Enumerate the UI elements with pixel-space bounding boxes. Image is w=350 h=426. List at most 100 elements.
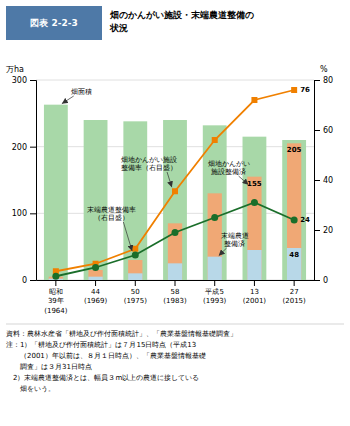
- tick-label: 昭和39年(1964): [44, 288, 68, 315]
- note: 2）末端農道整備済とは、幅員３m以上の農道に接している: [6, 374, 199, 382]
- axis-line: [30, 81, 37, 281]
- tick: 0: [314, 276, 328, 285]
- annotation: 畑地かんがい施設整備率（右目盛）: [121, 156, 177, 173]
- tick: 58(1983): [163, 280, 187, 305]
- tick-label: 60: [323, 126, 333, 135]
- annotation-arrow: [167, 172, 172, 187]
- tick-mark: [135, 280, 136, 286]
- tick-mark: [254, 280, 255, 286]
- tick-mark: [314, 230, 320, 231]
- tick: 300: [12, 76, 36, 85]
- tick: 60: [314, 126, 333, 135]
- tick: 44(1969): [84, 280, 108, 305]
- data-label: 24: [300, 216, 310, 224]
- tick-mark: [314, 180, 320, 181]
- tick-label: 40: [323, 176, 333, 185]
- bar: [247, 250, 261, 280]
- annotations: 畑面積畑地かんがい施設整備済末端農道整備済畑地かんがい施設整備率（右目盛）末端農…: [62, 88, 250, 256]
- header: 図表 2-2-3 畑のかんがい施設・末端農道整備の状況: [6, 6, 254, 40]
- grid: [36, 80, 314, 280]
- tick-mark: [314, 280, 320, 281]
- bar: [243, 137, 267, 280]
- bar: [88, 270, 102, 280]
- bar: [84, 120, 108, 280]
- tick-label: 0: [323, 276, 328, 285]
- chart-svg: 図表 2-2-3 畑のかんがい施設・末端農道整備の状況 0 100 200 300 0 20 4…: [0, 0, 350, 426]
- bar: [287, 248, 301, 280]
- note: 畑をいう。: [6, 385, 55, 393]
- title-tag-box: [6, 6, 102, 40]
- marker: [251, 199, 258, 206]
- tick: 0: [22, 276, 36, 285]
- marker: [211, 214, 218, 221]
- bar: [282, 140, 306, 280]
- annotation: 末端農道整備済: [221, 232, 249, 249]
- note: 資料：農林水産省「耕地及び作付面積統計」、「農業基盤情報基礎調査」: [6, 330, 237, 338]
- bar: [88, 277, 102, 280]
- tick-label: 50(1975): [124, 288, 148, 305]
- bar: [168, 263, 182, 280]
- tick-mark: [30, 213, 36, 214]
- tick-label: 20: [323, 226, 333, 235]
- y-axis: 0 100 200 300: [12, 76, 37, 285]
- tick-mark: [30, 280, 36, 281]
- tick: 20: [314, 226, 333, 235]
- tick: 平成5(1993): [203, 280, 227, 305]
- tick: 100: [12, 209, 36, 218]
- marker: [132, 252, 139, 259]
- bar: [208, 257, 222, 280]
- tick: 80: [314, 76, 333, 85]
- annotation-arrow: [219, 248, 227, 256]
- bar: [163, 120, 187, 280]
- grid-line: [36, 80, 314, 81]
- marker-series: [52, 199, 297, 280]
- line: [56, 203, 294, 277]
- annotation-arrow: [239, 176, 249, 185]
- annotation-arrow: [123, 222, 132, 251]
- bar: [168, 223, 182, 280]
- marks: [44, 87, 306, 280]
- marker: [92, 264, 99, 271]
- tick: 27(2015): [283, 280, 307, 305]
- note: 注：1）「耕地及び作付面積統計」は７月15日時点（平成13: [6, 341, 196, 349]
- title-tag: 図表 2-2-3: [30, 18, 77, 28]
- tick-mark: [314, 80, 320, 81]
- tick-label: 44(1969): [84, 288, 108, 305]
- tick-label: 58(1983): [163, 288, 187, 305]
- labels: 155205487624: [247, 86, 310, 259]
- data-label: 155: [247, 180, 262, 188]
- annotation-arrow: [62, 96, 74, 104]
- notes: 資料：農林水産省「耕地及び作付面積統計」、「農業基盤情報基礎調査」注：1）「耕地…: [6, 324, 344, 393]
- tick: 50(1975): [124, 280, 148, 305]
- marker: [251, 97, 257, 103]
- axis-line: [315, 81, 321, 281]
- bar-series: [49, 143, 302, 280]
- tick-mark: [314, 130, 320, 131]
- tick-label: 平成5(1993): [203, 288, 227, 305]
- marker: [212, 137, 218, 143]
- data-label: 205: [287, 146, 302, 154]
- plot-area: 0 100 200 300 0 20 40 60 80 昭和39年(1964) 44(1969) 50…: [12, 76, 333, 315]
- y2-axis-title: %: [320, 65, 328, 74]
- tick-mark: [30, 80, 36, 81]
- marker: [172, 229, 179, 236]
- tick-mark: [294, 280, 295, 286]
- tick-label: 100: [12, 209, 27, 218]
- line-series: [56, 90, 294, 271]
- bar: [247, 177, 261, 280]
- note: 調査」は３月31日時点: [6, 363, 92, 371]
- bar: [128, 273, 142, 280]
- bar: [128, 260, 142, 280]
- tick: 13(2001): [243, 280, 267, 305]
- note: （2001）年以前は、８月１日時点）、「農業基盤情報基礎: [6, 352, 206, 360]
- chart-container: 図表 2-2-3 畑のかんがい施設・末端農道整備の状況 0 100 200 300 0 20 4…: [0, 0, 350, 426]
- bar-series: [49, 248, 302, 280]
- marker-series: [53, 87, 297, 274]
- tick: 200: [12, 143, 36, 152]
- title: 畑のかんがい施設・末端農道整備の状況: [109, 10, 254, 33]
- tick-mark: [95, 280, 96, 286]
- bar: [287, 143, 301, 280]
- annotation: 畑面積: [71, 88, 92, 96]
- tick-label: 300: [12, 76, 27, 85]
- tick-label: 80: [323, 76, 333, 85]
